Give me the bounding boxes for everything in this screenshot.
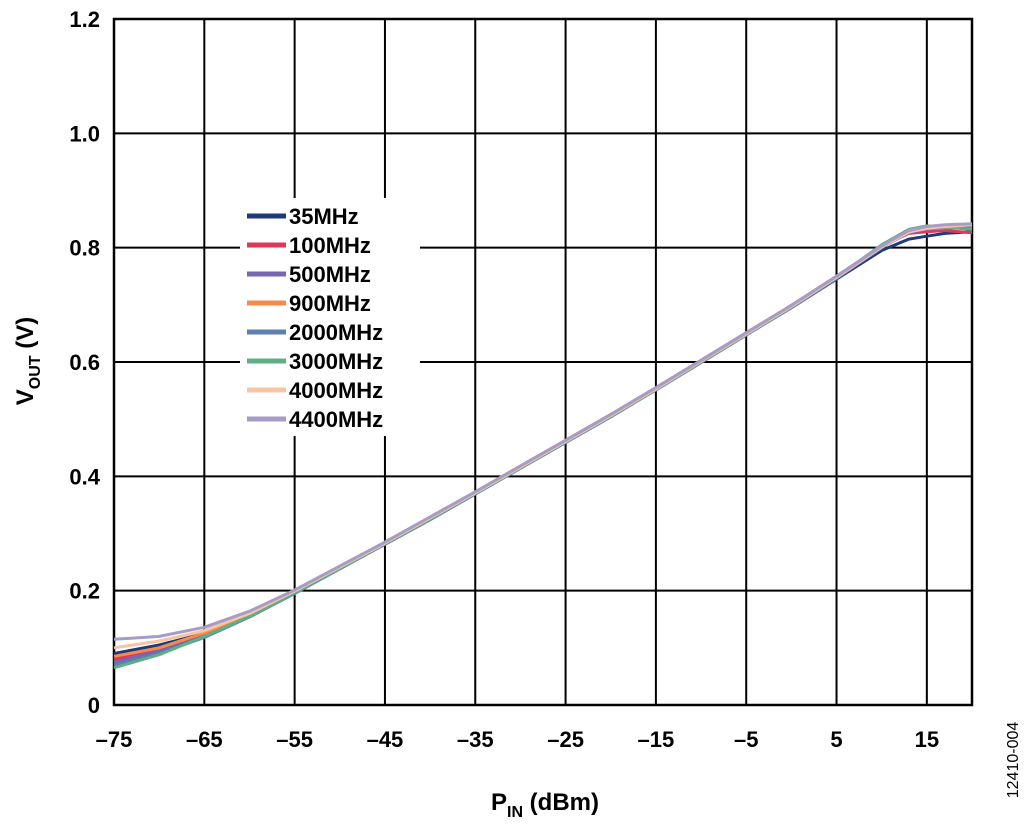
y-tick-label: 0.4	[69, 464, 100, 489]
x-axis-title: PIN (dBm)	[491, 789, 599, 821]
legend-label: 4400MHz	[289, 407, 383, 432]
y-axis-title: VOUT (V)	[12, 317, 44, 405]
y-tick-labels: 0 0.2 0.4 0.6 0.8 1.0 1.2	[69, 7, 100, 718]
x-tick-label: –15	[638, 727, 675, 752]
x-tick-label: –25	[547, 727, 584, 752]
x-tick-label: 15	[915, 727, 939, 752]
x-tick-label: –75	[96, 727, 133, 752]
figure-id: 12410-004	[1005, 722, 1022, 799]
y-tick-label: 0	[88, 693, 100, 718]
x-tick-labels: –75 –65 –55 –45 –35 –25 –15 –5 5 15	[96, 727, 939, 752]
x-tick-label: –35	[457, 727, 494, 752]
legend-label: 900MHz	[289, 291, 371, 316]
legend-label: 500MHz	[289, 262, 371, 287]
plot-frame	[112, 17, 974, 707]
y-tick-label: 0.2	[69, 579, 100, 604]
legend-label: 3000MHz	[289, 349, 383, 374]
legend-label: 100MHz	[289, 233, 371, 258]
legend-label: 2000MHz	[289, 320, 383, 345]
legend: 35MHz 100MHz 500MHz 900MHz 2000MHz 3000MHz 400…	[240, 198, 420, 436]
x-tick-label: –45	[367, 727, 404, 752]
y-tick-label: 1.2	[69, 7, 100, 32]
x-tick-label: –55	[276, 727, 313, 752]
y-tick-label: 0.6	[69, 350, 100, 375]
legend-background	[240, 198, 420, 436]
y-tick-label: 0.8	[69, 236, 100, 261]
x-tick-label: 5	[830, 727, 842, 752]
series-lines	[113, 222, 973, 670]
x-tick-label: –65	[186, 727, 223, 752]
legend-label: 35MHz	[289, 204, 359, 229]
x-tick-label: –5	[734, 727, 758, 752]
series-line-4400MHz	[113, 222, 973, 641]
legend-label: 4000MHz	[289, 378, 383, 403]
y-tick-label: 1.0	[69, 121, 100, 146]
